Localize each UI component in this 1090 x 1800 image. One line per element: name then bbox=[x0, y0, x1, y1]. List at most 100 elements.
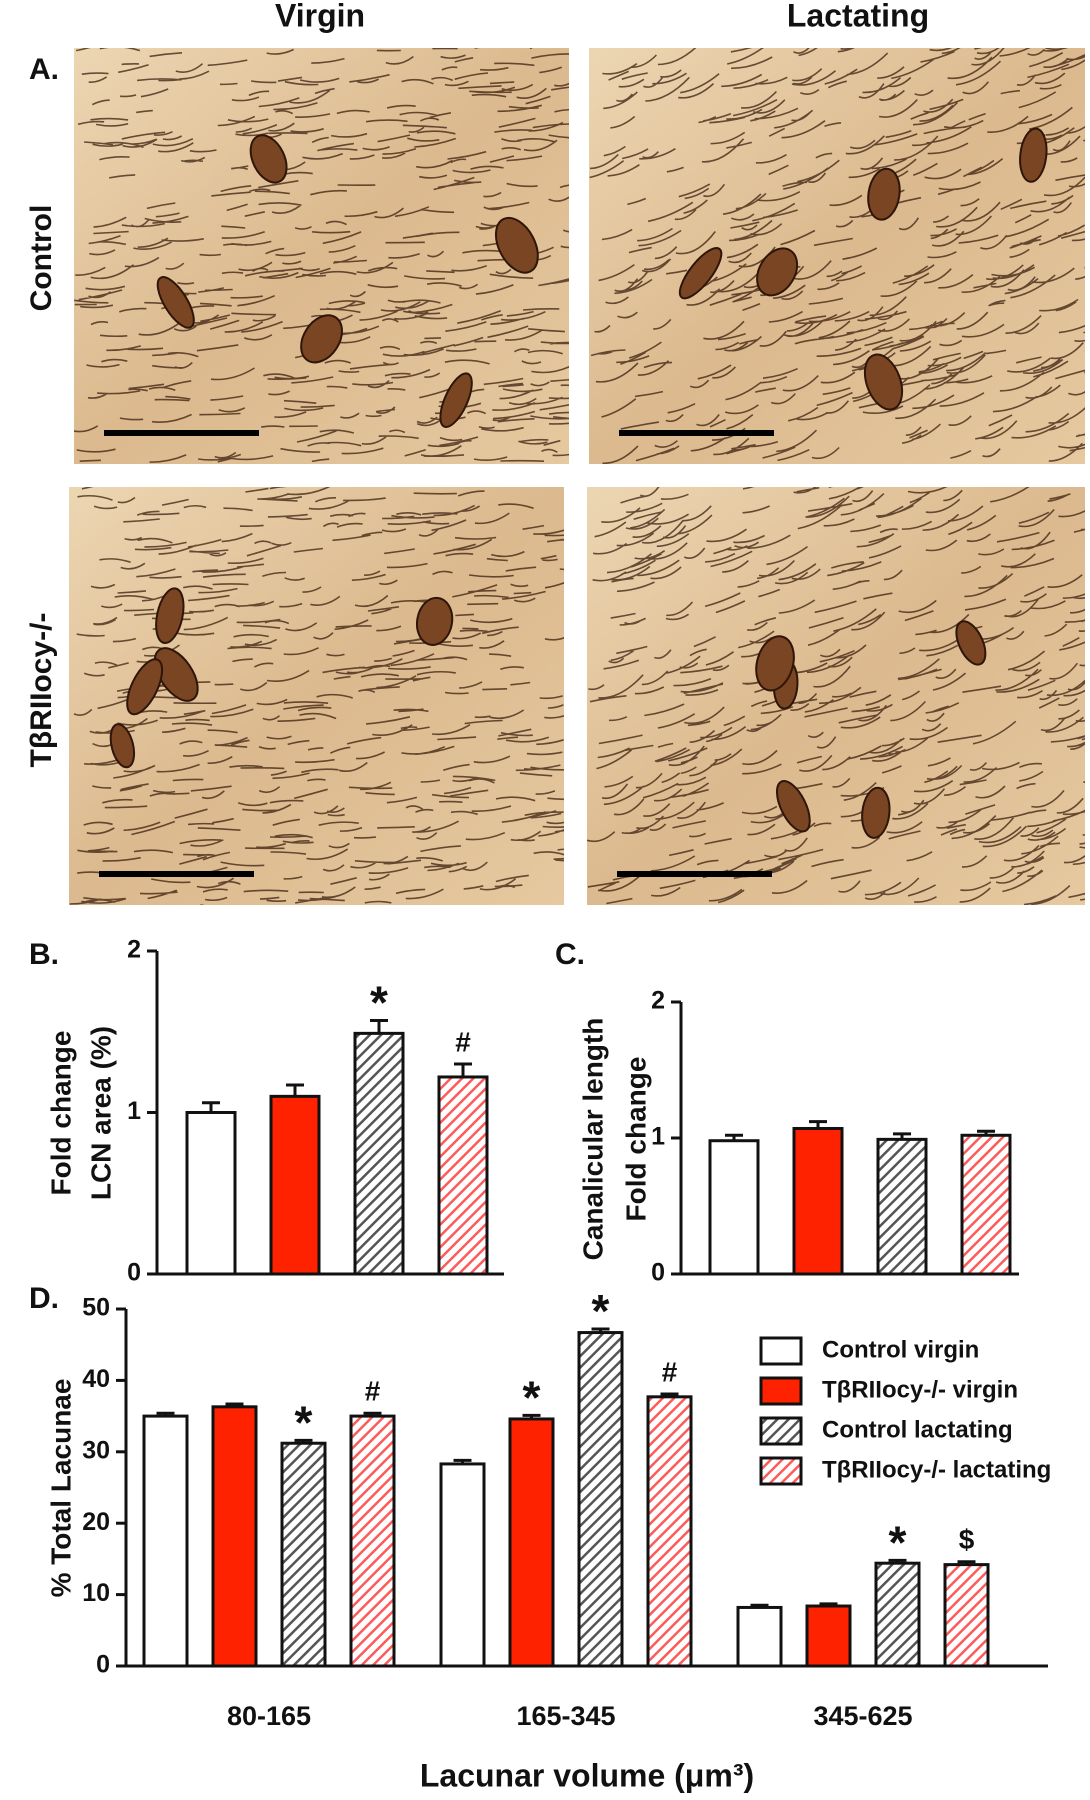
y-tick-label: 1 bbox=[127, 1097, 141, 1125]
significance-label: # bbox=[662, 1356, 678, 1387]
lacuna bbox=[155, 587, 185, 645]
bar bbox=[437, 1075, 489, 1276]
lacuna bbox=[153, 647, 199, 702]
bar bbox=[211, 1405, 258, 1668]
legend-swatch bbox=[759, 1376, 803, 1406]
legend-label: Control virgin bbox=[822, 1336, 979, 1363]
lacuna bbox=[755, 635, 795, 692]
y-axis-label: % Total Lacunae bbox=[45, 1379, 76, 1598]
canaliculi bbox=[69, 487, 564, 905]
y-axis-label: LCN area (%) bbox=[85, 1026, 116, 1200]
bar bbox=[792, 1126, 844, 1276]
y-tick-label: 0 bbox=[96, 1651, 110, 1679]
lacuna bbox=[775, 780, 811, 833]
lacuna bbox=[415, 596, 454, 646]
lacuna bbox=[955, 620, 987, 666]
y-tick-label: 2 bbox=[651, 987, 665, 1015]
canaliculi bbox=[589, 48, 1085, 464]
y-axis-label: Fold change bbox=[620, 1057, 651, 1222]
column-label: Lactating bbox=[787, 0, 929, 33]
bar bbox=[353, 1031, 405, 1276]
y-axis-label: Fold change bbox=[45, 1031, 76, 1196]
scale-bar bbox=[619, 430, 774, 436]
panel-label: C. bbox=[555, 938, 585, 971]
legend-swatch bbox=[759, 1416, 803, 1446]
row-label: TβRIIocy-/- bbox=[25, 613, 58, 768]
panel-label: D. bbox=[29, 1282, 59, 1315]
bar bbox=[142, 1414, 189, 1668]
y-tick-label: 0 bbox=[127, 1259, 141, 1287]
bar bbox=[577, 1331, 624, 1668]
legend-label: Control lactating bbox=[822, 1416, 1013, 1443]
column-label: Virgin bbox=[275, 0, 365, 33]
micrograph-background bbox=[589, 48, 1085, 464]
bar bbox=[280, 1441, 327, 1668]
panel-label: A. bbox=[29, 53, 59, 86]
panel-label: B. bbox=[29, 938, 59, 971]
x-axis-label: Lacunar volume (μm³) bbox=[420, 1757, 754, 1793]
bar bbox=[349, 1414, 396, 1668]
x-tick-label: 345-625 bbox=[813, 1701, 912, 1731]
significance-label: $ bbox=[959, 1524, 975, 1555]
micrograph-background bbox=[74, 48, 569, 464]
lacuna bbox=[249, 134, 288, 184]
bar bbox=[960, 1133, 1012, 1276]
significance-label: # bbox=[455, 1026, 471, 1057]
bar bbox=[439, 1462, 486, 1668]
significance-label: * bbox=[370, 977, 388, 1029]
bar bbox=[269, 1094, 321, 1276]
significance-label: * bbox=[295, 1397, 313, 1449]
lacuna bbox=[1019, 127, 1048, 183]
x-tick-label: 80-165 bbox=[227, 1701, 311, 1731]
y-axis-label: Canalicular length bbox=[577, 1018, 608, 1261]
legend-swatch bbox=[759, 1336, 803, 1366]
lacuna bbox=[126, 658, 164, 716]
micrograph bbox=[587, 487, 1085, 905]
y-tick-label: 40 bbox=[82, 1365, 110, 1393]
legend-label: TβRIIocy-/- virgin bbox=[822, 1376, 1018, 1403]
micrograph bbox=[589, 48, 1085, 464]
lacuna bbox=[300, 314, 343, 364]
lacuna bbox=[861, 786, 891, 839]
significance-label: * bbox=[523, 1372, 541, 1424]
y-tick-label: 10 bbox=[82, 1579, 110, 1607]
canaliculi bbox=[587, 487, 1085, 905]
bar bbox=[876, 1137, 928, 1276]
legend-swatch bbox=[759, 1456, 803, 1486]
micrograph bbox=[74, 48, 569, 464]
significance-label: * bbox=[889, 1516, 907, 1568]
y-tick-label: 50 bbox=[82, 1294, 110, 1322]
bar bbox=[874, 1561, 921, 1668]
y-tick-label: 20 bbox=[82, 1508, 110, 1536]
significance-label: # bbox=[365, 1376, 381, 1407]
bar bbox=[943, 1563, 990, 1668]
scale-bar bbox=[104, 430, 259, 436]
legend-label: TβRIIocy-/- lactating bbox=[822, 1456, 1051, 1483]
bar bbox=[708, 1139, 760, 1276]
y-tick-label: 30 bbox=[82, 1436, 110, 1464]
y-tick-label: 2 bbox=[127, 936, 141, 964]
lacuna bbox=[156, 276, 195, 329]
lacuna bbox=[109, 723, 136, 769]
micrograph bbox=[69, 487, 564, 905]
y-tick-label: 1 bbox=[651, 1123, 665, 1151]
bar bbox=[508, 1417, 555, 1668]
lacuna bbox=[863, 353, 904, 411]
scale-bar bbox=[617, 871, 772, 877]
bar bbox=[805, 1604, 852, 1668]
significance-label: * bbox=[592, 1285, 610, 1337]
bar bbox=[646, 1395, 693, 1668]
scale-bar bbox=[99, 871, 254, 877]
row-label: Control bbox=[25, 205, 58, 312]
lacuna bbox=[439, 372, 473, 428]
bar bbox=[736, 1605, 783, 1668]
lacuna bbox=[867, 167, 901, 221]
lacuna bbox=[756, 247, 799, 297]
y-tick-label: 0 bbox=[651, 1259, 665, 1287]
x-tick-label: 165-345 bbox=[516, 1701, 615, 1731]
lacuna bbox=[678, 247, 723, 300]
lacuna bbox=[494, 216, 539, 274]
bar bbox=[185, 1111, 237, 1276]
